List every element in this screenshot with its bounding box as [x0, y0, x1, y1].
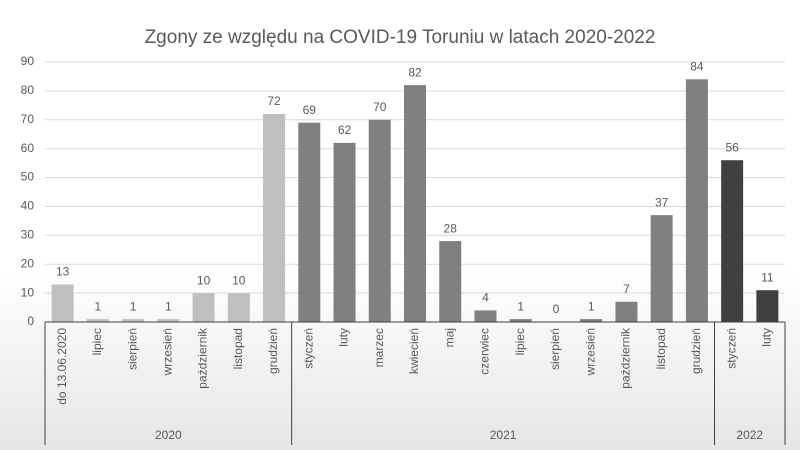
x-tick-label: lipiec — [513, 328, 527, 355]
y-tick-label: 30 — [21, 228, 35, 242]
data-label: 1 — [517, 299, 524, 313]
x-tick-label: wrzesień — [583, 328, 597, 376]
x-tick-label: sierpień — [125, 328, 139, 370]
x-tick-label: kwiecień — [407, 328, 421, 374]
x-tick-label: styczeń — [301, 328, 315, 369]
y-tick-label: 80 — [21, 83, 35, 97]
data-label: 11 — [761, 270, 774, 284]
y-tick-label: 60 — [21, 141, 35, 155]
data-label: 1 — [130, 299, 137, 313]
data-label: 7 — [623, 282, 630, 296]
data-label: 4 — [482, 291, 489, 305]
bar — [474, 310, 497, 322]
x-tick-label: luty — [337, 328, 351, 347]
x-tick-label: lipiec — [90, 328, 104, 355]
x-tick-label: czerwiec — [478, 328, 492, 375]
bar — [157, 319, 180, 322]
x-tick-label: grudzień — [266, 328, 280, 374]
data-label: 10 — [197, 273, 211, 287]
data-label: 28 — [444, 221, 458, 235]
data-label: 1 — [588, 299, 595, 313]
bar — [122, 319, 145, 322]
data-label: 56 — [725, 140, 739, 154]
data-label: 82 — [408, 65, 422, 79]
data-label: 84 — [690, 60, 704, 74]
data-label: 70 — [373, 100, 387, 114]
x-tick-label: styczeń — [724, 328, 738, 369]
x-tick-label: listopad — [654, 328, 668, 369]
data-label: 1 — [165, 299, 172, 313]
group-label: 2021 — [490, 428, 517, 442]
bar — [333, 142, 356, 322]
bar — [580, 319, 603, 322]
bar — [298, 122, 321, 323]
bar — [51, 284, 74, 322]
x-tick-label: maj — [442, 328, 456, 347]
bar — [263, 114, 286, 322]
x-tick-label: grudzień — [689, 328, 703, 374]
y-tick-label: 70 — [21, 112, 35, 126]
bar — [615, 301, 638, 322]
bar — [650, 215, 673, 322]
bar — [404, 85, 426, 322]
y-tick-label: 0 — [27, 314, 34, 328]
y-tick-label: 10 — [21, 285, 35, 299]
bar — [192, 293, 215, 322]
y-tick-label: 90 — [21, 54, 35, 68]
data-label: 13 — [56, 265, 70, 279]
group-label: 2022 — [736, 428, 763, 442]
chart-title: Zgony ze względu na COVID-19 Toruniu w l… — [145, 27, 656, 48]
data-label: 0 — [553, 302, 560, 316]
y-tick-label: 40 — [21, 199, 35, 213]
data-label: 72 — [267, 94, 281, 108]
x-tick-label: luty — [760, 328, 774, 347]
x-tick-label: listopad — [231, 328, 245, 369]
x-tick-label: październik — [196, 327, 210, 389]
group-label: 2020 — [155, 428, 182, 442]
data-label: 37 — [655, 195, 669, 209]
x-tick-label: sierpień — [548, 328, 562, 370]
data-label: 62 — [338, 123, 352, 137]
data-label: 69 — [303, 103, 317, 117]
x-tick-label: październik — [619, 327, 633, 389]
x-tick-label: wrzesień — [161, 328, 175, 376]
bar — [86, 319, 109, 322]
bar — [685, 79, 708, 322]
y-tick-label: 20 — [21, 256, 35, 270]
bar — [368, 119, 391, 323]
bar — [439, 241, 462, 322]
bar — [227, 293, 250, 322]
bar — [756, 290, 779, 322]
data-label: 1 — [95, 299, 102, 313]
y-tick-label: 50 — [21, 170, 35, 184]
x-tick-label: marzec — [372, 328, 386, 367]
data-label: 10 — [232, 273, 246, 287]
x-tick-label: do 13.06.2020 — [55, 328, 69, 405]
bar — [509, 319, 532, 322]
bar — [721, 160, 744, 322]
